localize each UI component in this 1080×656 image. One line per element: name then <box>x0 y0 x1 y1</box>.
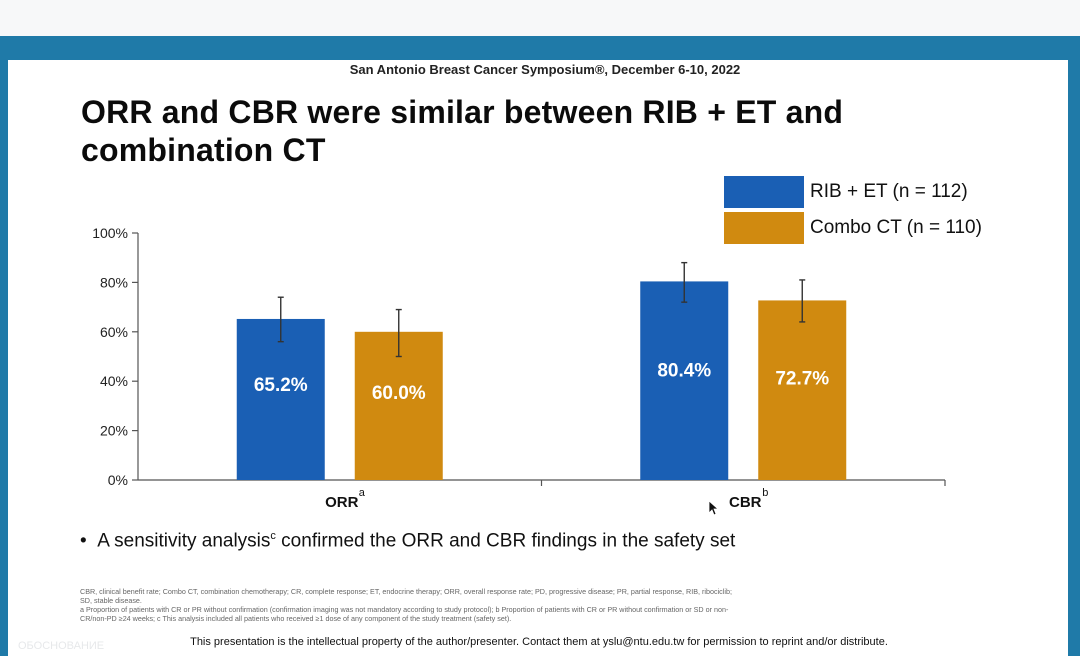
top-bar <box>0 0 1080 36</box>
x-category-label: ORR <box>325 494 359 511</box>
mouse-cursor-icon <box>708 500 720 516</box>
slide: San Antonio Breast Cancer Symposium®, De… <box>8 60 1068 656</box>
bar-value-label: 72.7% <box>775 368 829 389</box>
bar-value-label: 60.0% <box>372 383 426 404</box>
y-tick-label: 80% <box>100 274 128 290</box>
footnote-line: CBR, clinical benefit rate; Combo CT, co… <box>80 587 732 596</box>
legend-swatch-rib-et <box>724 176 804 208</box>
y-tick-label: 40% <box>100 373 128 389</box>
bar-orr-series-0 <box>236 318 325 480</box>
x-category-superscript: a <box>359 487 366 499</box>
bar-value-label: 80.4% <box>657 360 711 381</box>
footnote-line: a Proportion of patients with CR or PR w… <box>80 605 729 614</box>
bullet-suffix: confirmed the ORR and CBR findings in th… <box>275 530 736 552</box>
bullet-sup: c <box>270 530 276 542</box>
slide-title: ORR and CBR were similar between RIB + E… <box>81 93 1001 169</box>
bar-cbr-series-0 <box>640 281 729 480</box>
bar-cbr-series-1 <box>758 300 847 480</box>
x-category-label: CBR <box>729 494 762 511</box>
slide-title-line-1: ORR and CBR were similar between RIB + E… <box>81 94 844 130</box>
bullet-dot: • <box>80 530 98 552</box>
y-tick-label: 20% <box>100 423 128 439</box>
y-tick-label: 60% <box>100 324 128 340</box>
legend-label-combo-ct: Combo CT (n = 110) <box>810 217 982 238</box>
legend-item-rib-et: RIB + ET (n = 112) <box>724 176 968 208</box>
slide-title-line-2: combination CT <box>81 132 326 168</box>
legend-item-combo-ct: Combo CT (n = 110) <box>724 212 982 244</box>
footnote-line: CR/non-PD ≥24 weeks; c This analysis inc… <box>80 614 512 623</box>
conference-header: San Antonio Breast Cancer Symposium®, De… <box>349 62 741 77</box>
bar-value-label: 65.2% <box>254 375 308 396</box>
bullet-sensitivity-analysis: • A sensitivity analysisc confirmed the … <box>80 530 735 552</box>
legend-swatch-combo-ct <box>724 212 804 244</box>
y-tick-label: 0% <box>108 472 128 488</box>
footnotes: CBR, clinical benefit rate; Combo CT, co… <box>80 587 1020 623</box>
watermark: ОБОСНОВАНИЕ <box>18 640 105 652</box>
bullet-prefix: A sensitivity analysis <box>97 530 271 552</box>
x-category-superscript: b <box>762 487 768 499</box>
footnote-line: SD, stable disease. <box>80 596 142 605</box>
legend-label-rib-et: RIB + ET (n = 112) <box>810 181 968 202</box>
copyright-notice: This presentation is the intellectual pr… <box>190 636 888 648</box>
y-tick-label: 100% <box>92 225 128 241</box>
